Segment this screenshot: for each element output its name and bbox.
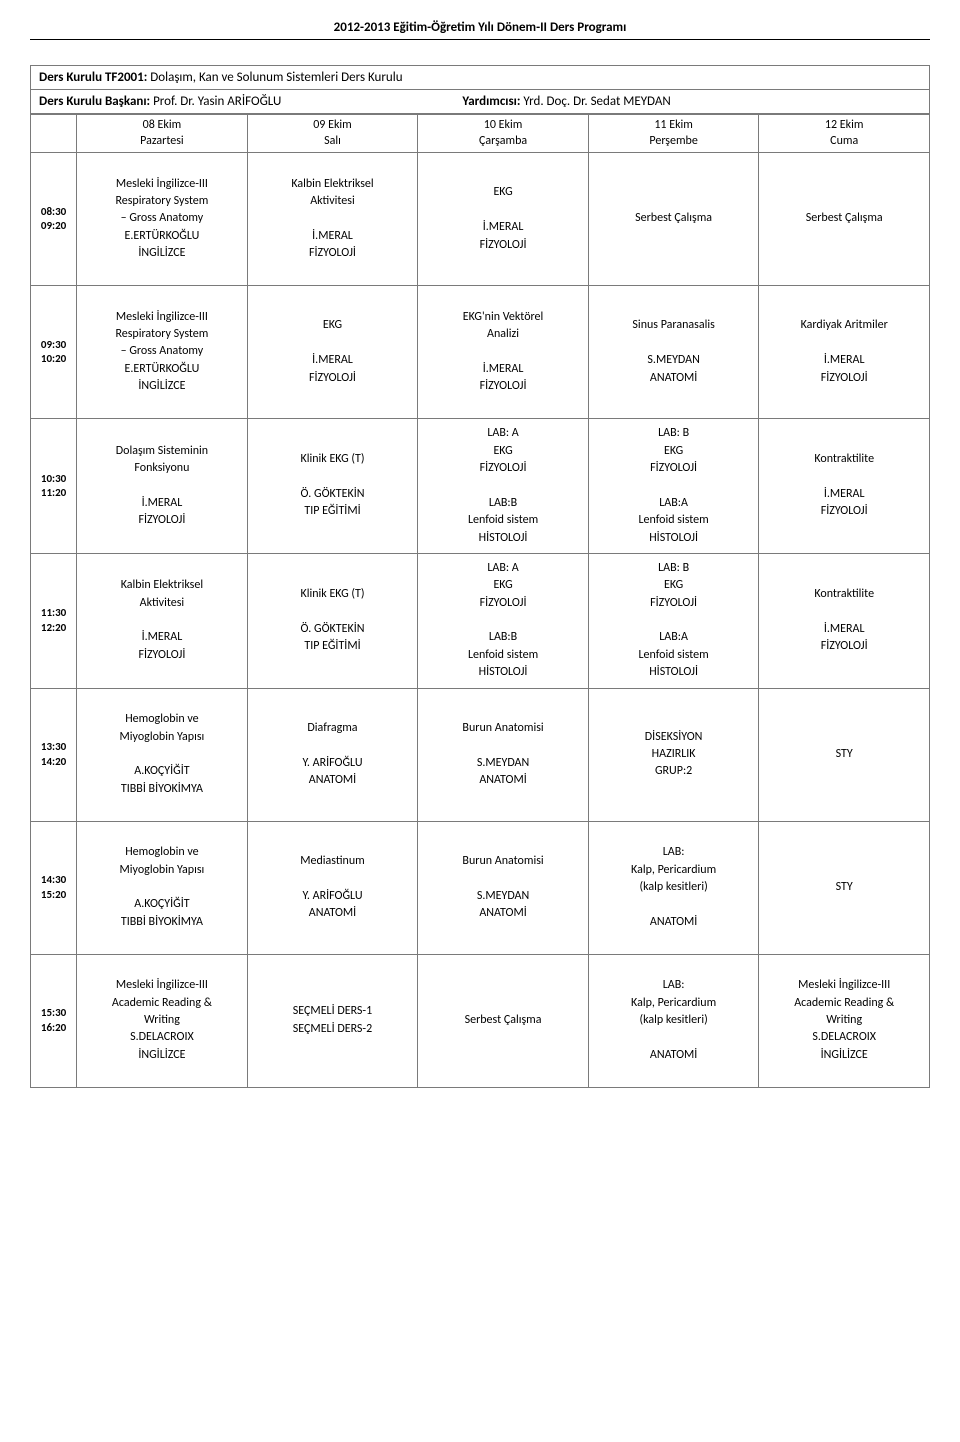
schedule-cell: Serbest Çalışma <box>588 153 759 286</box>
schedule-body: 08:3009:20Mesleki İngilizce-IIIRespirato… <box>31 153 930 1087</box>
schedule-cell: Hemoglobin veMiyoglobin YapısıA.KOÇYİĞİT… <box>77 821 248 954</box>
schedule-cell: Kalbin ElektrikselAktivitesiİ.MERALFİZYO… <box>77 553 248 688</box>
page-title: 2012-2013 Eğitim-Öğretim Yılı Dönem-II D… <box>30 20 930 40</box>
baskani-label: Ders Kurulu Başkanı: <box>39 94 150 109</box>
time-cell: 15:3016:20 <box>31 954 77 1087</box>
time-cell: 11:3012:20 <box>31 553 77 688</box>
schedule-head: 08 EkimPazartesi09 EkimSalı10 EkimÇarşam… <box>31 115 930 153</box>
schedule-cell: Burun AnatomisiS.MEYDANANATOMİ <box>418 821 589 954</box>
schedule-cell: Dolaşım SistemininFonksiyonuİ.MERALFİZYO… <box>77 419 248 554</box>
yardimcisi-label: Yardımcısı: <box>462 94 520 109</box>
schedule-cell: LAB:Kalp, Pericardium(kalp kesitleri)ANA… <box>588 821 759 954</box>
schedule-cell: Mesleki İngilizce-IIIRespiratory System–… <box>77 286 248 419</box>
schedule-cell: Mesleki İngilizce-IIIAcademic Reading &W… <box>759 954 930 1087</box>
kurulu-label: Ders Kurulu TF2001: <box>39 70 147 85</box>
header-box: Ders Kurulu TF2001: Dolaşım, Kan ve Solu… <box>30 65 930 114</box>
schedule-cell: Klinik EKG (T)Ö. GÖKTEKİNTIP EĞİTİMİ <box>247 553 418 688</box>
day-header: 10 EkimÇarşamba <box>418 115 589 153</box>
schedule-cell: Sinus ParanasalisS.MEYDANANATOMİ <box>588 286 759 419</box>
yardimcisi-value: Yrd. Doç. Dr. Sedat MEYDAN <box>523 94 670 109</box>
time-cell: 14:3015:20 <box>31 821 77 954</box>
time-header-blank <box>31 115 77 153</box>
time-cell: 08:3009:20 <box>31 153 77 286</box>
schedule-cell: STY <box>759 821 930 954</box>
schedule-cell: EKGİ.MERALFİZYOLOJİ <box>418 153 589 286</box>
schedule-cell: Burun AnatomisiS.MEYDANANATOMİ <box>418 688 589 821</box>
schedule-cell: MediastinumY. ARİFOĞLUANATOMİ <box>247 821 418 954</box>
time-cell: 10:3011:20 <box>31 419 77 554</box>
baskani-value: Prof. Dr. Yasin ARİFOĞLU <box>153 94 281 109</box>
schedule-cell: Klinik EKG (T)Ö. GÖKTEKİNTIP EĞİTİMİ <box>247 419 418 554</box>
day-header: 11 EkimPerşembe <box>588 115 759 153</box>
schedule-cell: EKGİ.MERALFİZYOLOJİ <box>247 286 418 419</box>
schedule-cell: Kontraktiliteİ.MERALFİZYOLOJİ <box>759 419 930 554</box>
time-cell: 13:3014:20 <box>31 688 77 821</box>
kurulu-row: Ders Kurulu TF2001: Dolaşım, Kan ve Solu… <box>31 66 929 90</box>
schedule-cell: Serbest Çalışma <box>759 153 930 286</box>
schedule-cell: Kontraktiliteİ.MERALFİZYOLOJİ <box>759 553 930 688</box>
day-header: 12 EkimCuma <box>759 115 930 153</box>
schedule-cell: Mesleki İngilizce-IIIAcademic Reading &W… <box>77 954 248 1087</box>
schedule-cell: LAB: AEKGFİZYOLOJİLAB:BLenfoid sistemHİS… <box>418 553 589 688</box>
schedule-cell: Kalbin ElektrikselAktivitesiİ.MERALFİZYO… <box>247 153 418 286</box>
schedule-cell: LAB: BEKGFİZYOLOJİLAB:ALenfoid sistemHİS… <box>588 419 759 554</box>
schedule-cell: Kardiyak Aritmilerİ.MERALFİZYOLOJİ <box>759 286 930 419</box>
schedule-cell: DiafragmaY. ARİFOĞLUANATOMİ <box>247 688 418 821</box>
schedule-table: 08 EkimPazartesi09 EkimSalı10 EkimÇarşam… <box>30 114 930 1088</box>
schedule-cell: LAB:Kalp, Pericardium(kalp kesitleri)ANA… <box>588 954 759 1087</box>
schedule-cell: STY <box>759 688 930 821</box>
schedule-cell: SEÇMELİ DERS-1SEÇMELİ DERS-2 <box>247 954 418 1087</box>
schedule-cell: Serbest Çalışma <box>418 954 589 1087</box>
schedule-cell: EKG'nin VektörelAnaliziİ.MERALFİZYOLOJİ <box>418 286 589 419</box>
time-cell: 09:3010:20 <box>31 286 77 419</box>
schedule-cell: LAB: AEKGFİZYOLOJİLAB:BLenfoid sistemHİS… <box>418 419 589 554</box>
baskani-row: Ders Kurulu Başkanı: Prof. Dr. Yasin ARİ… <box>31 90 929 114</box>
schedule-cell: LAB: BEKGFİZYOLOJİLAB:ALenfoid sistemHİS… <box>588 553 759 688</box>
schedule-cell: Mesleki İngilizce-IIIRespiratory System–… <box>77 153 248 286</box>
day-header: 09 EkimSalı <box>247 115 418 153</box>
day-header: 08 EkimPazartesi <box>77 115 248 153</box>
schedule-cell: DİSEKSİYONHAZIRLIKGRUP:2 <box>588 688 759 821</box>
schedule-cell: Hemoglobin veMiyoglobin YapısıA.KOÇYİĞİT… <box>77 688 248 821</box>
kurulu-value: Dolaşım, Kan ve Solunum Sistemleri Ders … <box>150 70 402 85</box>
